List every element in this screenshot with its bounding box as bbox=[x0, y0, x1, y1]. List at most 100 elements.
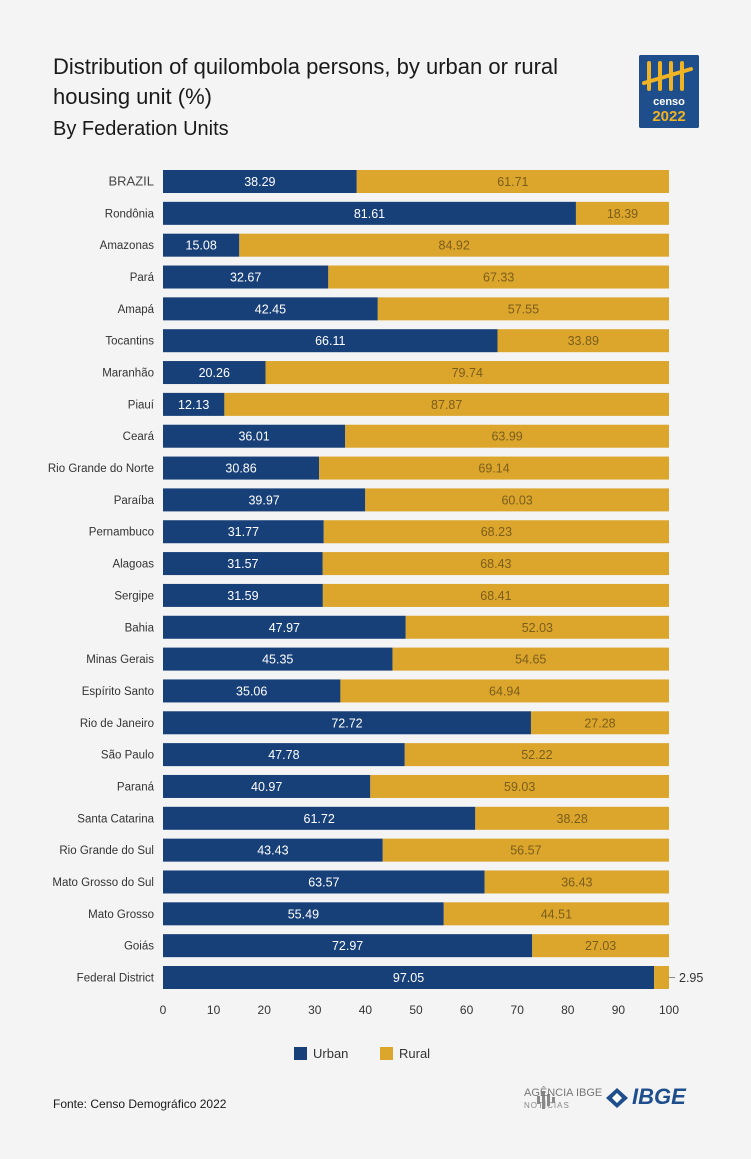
category-label: São Paulo bbox=[101, 750, 154, 762]
x-tick-label: 0 bbox=[160, 1003, 167, 1017]
rural-bar bbox=[345, 424, 669, 448]
urban-bar bbox=[163, 488, 366, 512]
urban-value-label: 38.29 bbox=[244, 175, 275, 189]
rural-bar bbox=[530, 711, 669, 735]
urban-bar bbox=[163, 806, 476, 830]
rural-bar bbox=[340, 679, 669, 703]
rural-bar bbox=[265, 361, 669, 385]
urban-value-label: 72.72 bbox=[331, 716, 362, 730]
urban-bar bbox=[163, 361, 266, 385]
urban-value-label: 45.35 bbox=[262, 653, 293, 667]
x-tick-label: 20 bbox=[258, 1003, 272, 1017]
rural-value-label: 2.95 bbox=[679, 971, 703, 985]
ibge-logo-text: IBGE bbox=[632, 1084, 686, 1109]
rural-bar bbox=[365, 488, 669, 512]
rural-bar bbox=[575, 201, 669, 225]
rural-value-label: 44.51 bbox=[541, 907, 572, 921]
rural-value-label: 63.99 bbox=[491, 430, 522, 444]
rural-value-label: 84.92 bbox=[439, 239, 470, 253]
rural-value-label: 64.94 bbox=[489, 684, 520, 698]
urban-value-label: 81.61 bbox=[354, 207, 385, 221]
legend-rural-label: Rural bbox=[399, 1046, 430, 1061]
source-note: Fonte: Censo Demográfico 2022 bbox=[53, 1097, 227, 1111]
rural-value-label: 68.41 bbox=[480, 589, 511, 603]
rural-value-label: 36.43 bbox=[561, 875, 592, 889]
urban-value-label: 66.11 bbox=[315, 334, 345, 348]
category-label: Piauí bbox=[128, 399, 155, 411]
rural-bar bbox=[356, 170, 669, 193]
rural-value-label: 27.03 bbox=[585, 939, 616, 953]
urban-bar bbox=[163, 520, 324, 544]
legend-rural-swatch bbox=[380, 1047, 393, 1060]
category-label: Rio Grande do Sul bbox=[59, 845, 154, 857]
rural-value-label: 87.87 bbox=[431, 398, 462, 412]
rural-bar bbox=[319, 456, 669, 480]
rural-bar bbox=[328, 265, 669, 289]
x-tick-label: 70 bbox=[511, 1003, 525, 1017]
rural-value-label: 68.43 bbox=[480, 557, 511, 571]
urban-bar bbox=[163, 870, 485, 894]
category-label: Maranhão bbox=[102, 368, 154, 380]
category-label: Alagoas bbox=[112, 559, 154, 571]
category-label: Espírito Santo bbox=[82, 686, 154, 698]
rural-value-label: 69.14 bbox=[478, 462, 509, 476]
urban-bar bbox=[163, 966, 655, 989]
category-label: Rio Grande do Norte bbox=[48, 463, 154, 475]
category-label: Rondônia bbox=[105, 208, 155, 220]
urban-bar bbox=[163, 456, 320, 480]
urban-bar bbox=[163, 265, 329, 289]
urban-bar bbox=[163, 711, 531, 735]
rural-bar bbox=[382, 838, 669, 862]
category-label: Goiás bbox=[124, 941, 154, 953]
urban-bar bbox=[163, 774, 371, 798]
category-label: Mato Grosso bbox=[88, 909, 154, 921]
category-label: Pernambuco bbox=[89, 527, 154, 539]
urban-value-label: 47.78 bbox=[268, 748, 299, 762]
rural-value-label: 60.03 bbox=[501, 493, 532, 507]
rural-bar bbox=[239, 233, 669, 257]
x-tick-label: 40 bbox=[359, 1003, 373, 1017]
rural-value-label: 57.55 bbox=[508, 302, 539, 316]
urban-bar bbox=[163, 934, 533, 958]
category-label: Paraná bbox=[117, 781, 155, 793]
rural-value-label: 67.33 bbox=[483, 271, 514, 285]
chart-title: Distribution of quilombola persons, by u… bbox=[53, 54, 559, 109]
agencia-ibge-label: AGÊNCIA IBGE bbox=[524, 1087, 603, 1099]
rural-value-label: 38.28 bbox=[557, 812, 588, 826]
rural-value-label: 56.57 bbox=[510, 844, 541, 858]
legend-urban-label: Urban bbox=[313, 1046, 348, 1061]
urban-value-label: 31.77 bbox=[228, 525, 259, 539]
rural-value-label: 33.89 bbox=[568, 334, 599, 348]
rural-bar bbox=[405, 615, 669, 639]
ibge-logo-mark bbox=[606, 1088, 628, 1108]
urban-value-label: 40.97 bbox=[251, 780, 282, 794]
urban-value-label: 20.26 bbox=[199, 366, 230, 380]
urban-value-label: 32.67 bbox=[230, 271, 261, 285]
censo-2022-logo: censo 2022 bbox=[639, 55, 699, 128]
category-label: Rio de Janeiro bbox=[80, 718, 154, 730]
urban-bar bbox=[163, 647, 393, 671]
rural-value-label: 54.65 bbox=[515, 653, 546, 667]
urban-bar bbox=[163, 679, 341, 703]
urban-value-label: 47.97 bbox=[269, 621, 300, 635]
urban-bar bbox=[163, 297, 378, 321]
rural-bar bbox=[532, 934, 669, 958]
urban-value-label: 72.97 bbox=[332, 939, 363, 953]
rural-bar bbox=[654, 966, 669, 989]
urban-bar bbox=[163, 233, 240, 257]
urban-bar bbox=[163, 902, 444, 926]
category-label: Paraíba bbox=[114, 495, 155, 507]
rural-bar bbox=[323, 520, 669, 544]
rural-value-label: 18.39 bbox=[607, 207, 638, 221]
chart-subtitle: By Federation Units bbox=[53, 118, 229, 140]
urban-bar bbox=[163, 615, 406, 639]
agencia-noticias-label: NOTÍCIAS bbox=[524, 1101, 570, 1110]
urban-value-label: 36.01 bbox=[238, 430, 269, 444]
rural-bar bbox=[443, 902, 669, 926]
urban-value-label: 12.13 bbox=[178, 398, 209, 412]
rural-value-label: 52.22 bbox=[521, 748, 552, 762]
rural-bar bbox=[392, 647, 669, 671]
urban-bar bbox=[163, 583, 323, 607]
category-label: Sergipe bbox=[114, 590, 154, 602]
category-label: Minas Gerais bbox=[86, 654, 154, 666]
